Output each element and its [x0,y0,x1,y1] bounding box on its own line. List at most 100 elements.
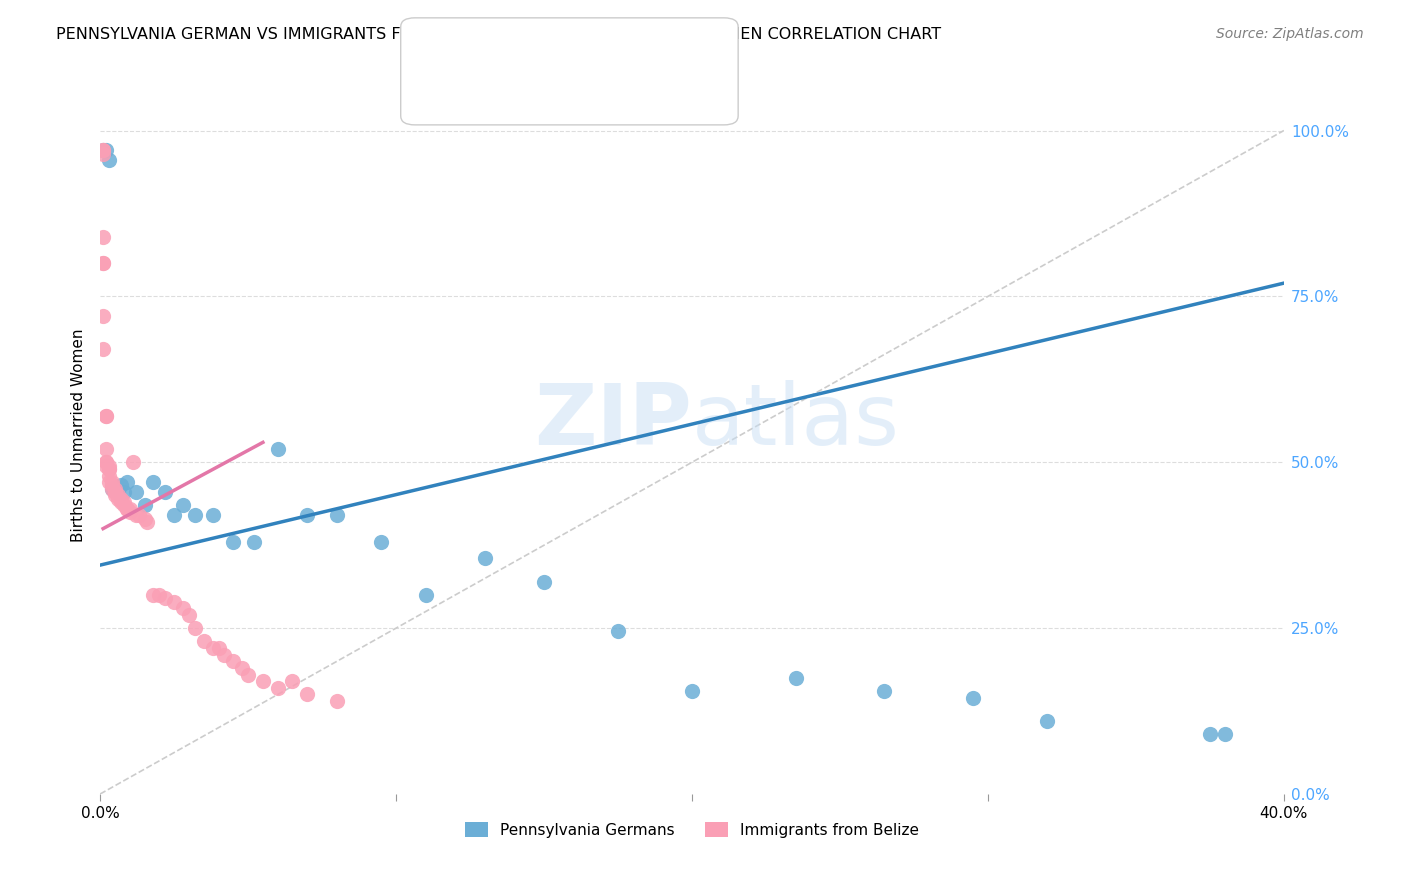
Point [201,508,224,523]
Point [1036,714,1059,728]
Point [1213,727,1236,741]
Point [91,146,114,161]
Point [112,495,135,509]
Legend: Pennsylvania Germans, Immigrants from Belize: Pennsylvania Germans, Immigrants from Be… [458,815,925,844]
Point [136,515,159,529]
Point [193,634,215,648]
Point [252,674,274,689]
Point [207,641,229,656]
Point [873,684,896,698]
Point [222,534,245,549]
Point [104,485,127,500]
Point [98,153,121,168]
Point [98,468,121,483]
Point [172,499,194,513]
Point [94,458,117,473]
Point [163,594,186,608]
Text: ZIP: ZIP [534,380,692,463]
Text: 0.202: 0.202 [520,80,572,98]
Text: 0.346: 0.346 [520,40,572,58]
Point [104,488,127,502]
Text: Source: ZipAtlas.com: Source: ZipAtlas.com [1216,27,1364,41]
Point [124,485,146,500]
Point [281,674,304,689]
Point [148,588,170,602]
Point [142,475,165,490]
Text: N =: N = [591,40,638,58]
Point [98,475,121,490]
Point [118,505,141,519]
Point [91,144,114,158]
Point [231,661,253,675]
Point [326,694,349,708]
Point [110,478,132,492]
Text: 60: 60 [647,80,669,98]
Point [128,508,150,523]
Y-axis label: Births to Unmarried Women: Births to Unmarried Women [72,329,86,542]
Point [101,482,124,496]
Point [184,508,207,523]
Text: PENNSYLVANIA GERMAN VS IMMIGRANTS FROM BELIZE BIRTHS TO UNMARRIED WOMEN CORRELAT: PENNSYLVANIA GERMAN VS IMMIGRANTS FROM B… [56,27,942,42]
Point [91,310,114,324]
Point [1199,727,1222,741]
Point [267,681,290,695]
Point [94,144,117,158]
Text: R =: R = [477,40,513,58]
Point [91,144,114,158]
Point [163,508,186,523]
Point [201,641,224,656]
Point [107,488,129,502]
Point [370,534,392,549]
Point [785,671,807,685]
Point [155,591,177,606]
Point [222,654,245,668]
Point [115,475,138,490]
Point [297,508,319,523]
Point [94,409,117,423]
Point [110,495,132,509]
Point [91,144,114,158]
Text: R =: R = [477,80,513,98]
Point [94,409,117,423]
Point [607,624,630,639]
Point [101,482,124,496]
Point [110,491,132,506]
Point [91,256,114,270]
Point [112,485,135,500]
Point [155,485,177,500]
Point [101,475,124,490]
Point [115,501,138,516]
Point [98,458,121,473]
Point [177,607,200,622]
Point [533,574,555,589]
Point [115,501,138,516]
Point [326,508,349,523]
Point [112,499,135,513]
Point [124,508,146,523]
Point [134,511,156,525]
FancyBboxPatch shape [432,37,467,64]
Point [184,621,207,635]
Point [681,684,703,698]
Point [121,455,143,469]
Point [474,551,496,566]
Point [236,667,259,681]
Point [214,648,236,662]
Point [134,499,156,513]
Point [94,455,117,469]
Point [94,455,117,469]
Point [962,690,984,705]
Point [91,256,114,270]
Text: atlas: atlas [692,380,900,463]
Point [94,442,117,456]
Point [415,588,437,602]
Text: N =: N = [591,80,638,98]
Point [172,601,194,615]
FancyBboxPatch shape [432,76,467,103]
Point [267,442,290,456]
Point [91,229,114,244]
Point [104,482,127,496]
Point [104,482,127,496]
Point [243,534,266,549]
Point [107,491,129,506]
